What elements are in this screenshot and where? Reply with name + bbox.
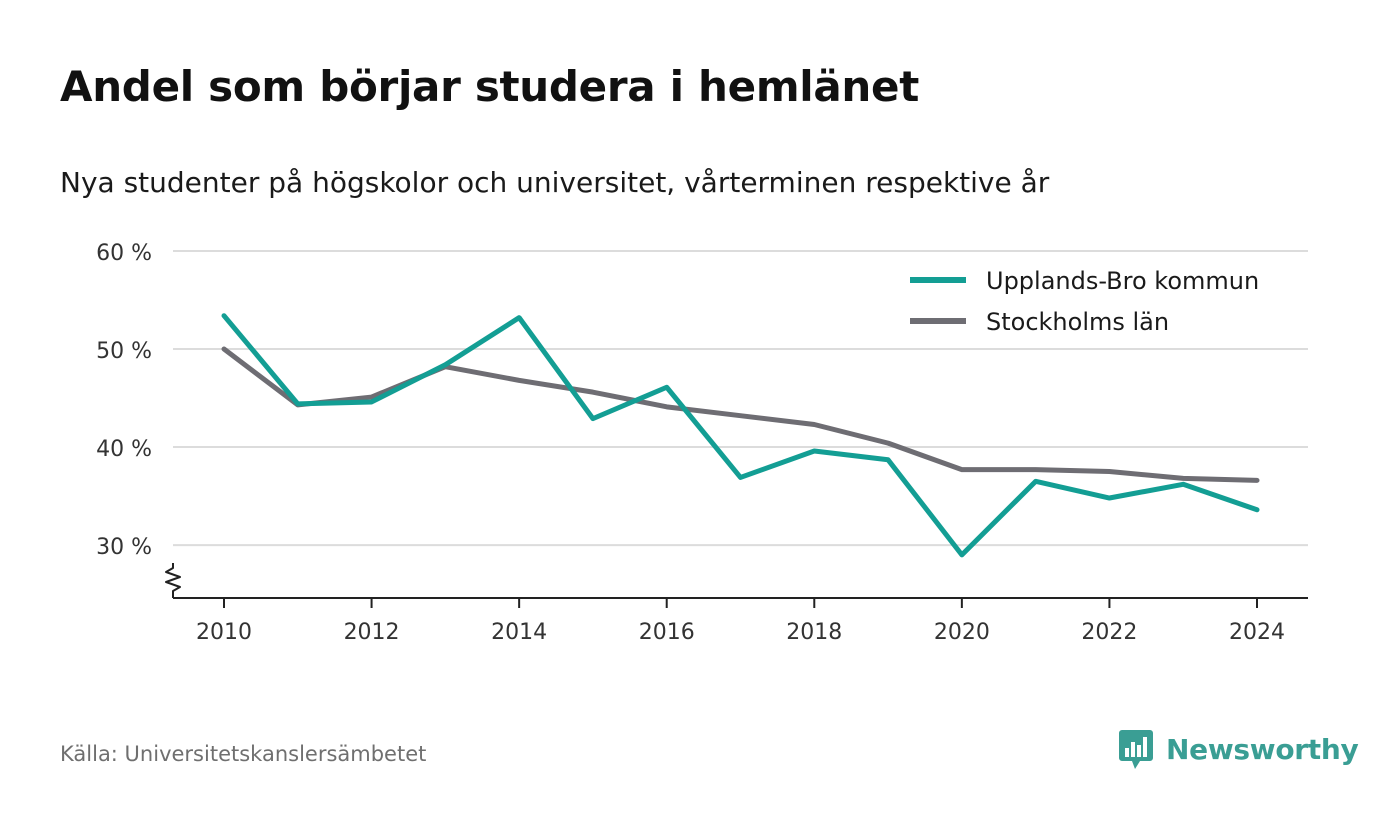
line-chart: 30 % 40 % 50 % 60 % 2010 2012 2014 2016 2018 202…	[96, 241, 1308, 645]
legend-label: Stockholms län	[986, 308, 1169, 336]
x-tick-label: 2024	[1229, 620, 1285, 645]
chart-subtitle: Nya studenter på högskolor och universit…	[60, 166, 1050, 199]
y-tick-label: 40 %	[96, 437, 152, 462]
x-tick-label: 2022	[1081, 620, 1137, 645]
legend: Upplands-Bro kommun Stockholms län	[910, 267, 1259, 336]
series-lines	[221, 313, 1260, 558]
gridlines	[173, 250, 1308, 547]
x-tick-label: 2012	[344, 620, 400, 645]
source-note: Källa: Universitetskanslersämbetet	[60, 742, 427, 766]
newsworthy-logo-icon	[1119, 730, 1153, 769]
y-axis-ticks: 30 % 40 % 50 % 60 %	[96, 241, 152, 560]
x-tick-label: 2020	[934, 620, 990, 645]
x-tick-label: 2014	[491, 620, 547, 645]
axis-break-icon	[165, 563, 181, 598]
chart-title: Andel som börjar studera i hemlänet	[60, 62, 919, 111]
series-line	[221, 346, 1260, 483]
brand-logo: Newsworthy	[1118, 728, 1359, 770]
y-tick-label: 30 %	[96, 535, 152, 560]
brand-name: Newsworthy	[1166, 732, 1359, 766]
x-tick-label: 2010	[196, 620, 252, 645]
series-line	[221, 313, 1260, 558]
x-tick-label: 2018	[786, 620, 842, 645]
x-axis: 2010 2012 2014 2016 2018 2020 2022 2024	[165, 563, 1308, 645]
y-tick-label: 60 %	[96, 241, 152, 266]
y-tick-label: 50 %	[96, 339, 152, 364]
x-tick-label: 2016	[639, 620, 695, 645]
legend-label: Upplands-Bro kommun	[986, 267, 1259, 295]
